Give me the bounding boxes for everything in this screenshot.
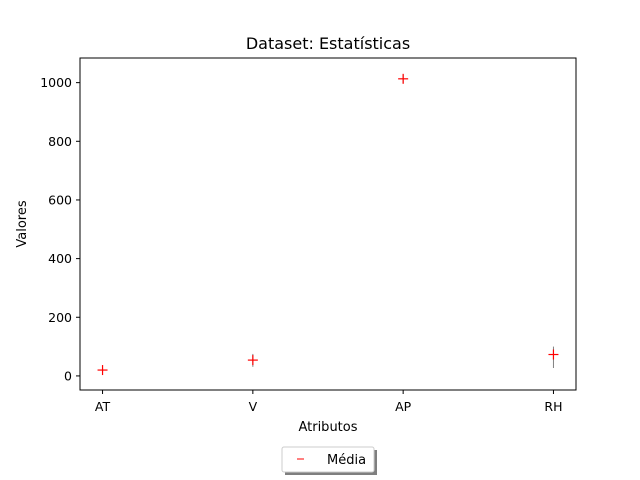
y-tick-label: 600 <box>48 192 72 207</box>
x-axis: AT V AP RH <box>95 390 563 414</box>
x-tick-label: AP <box>395 399 412 414</box>
y-tick-label: 400 <box>48 251 72 266</box>
data-points <box>97 73 559 376</box>
legend-box <box>281 446 375 473</box>
x-tick-label: RH <box>544 399 562 414</box>
x-axis-label: Atributos <box>298 420 357 435</box>
x-tick-label: AT <box>95 399 111 414</box>
y-tick-label: 0 <box>64 368 72 383</box>
plot-area <box>79 57 577 391</box>
y-tick-label: 800 <box>48 134 72 149</box>
y-tick-label: 200 <box>48 310 72 325</box>
legend: Média <box>281 446 377 475</box>
y-axis: 0 200 400 600 800 1000 <box>40 75 80 383</box>
chart-title: Dataset: Estatísticas <box>246 34 410 53</box>
y-tick-label: 1000 <box>40 75 72 90</box>
y-axis-label: Valores <box>15 200 30 247</box>
x-tick-label: V <box>249 399 258 414</box>
legend-label: Média <box>327 453 366 468</box>
